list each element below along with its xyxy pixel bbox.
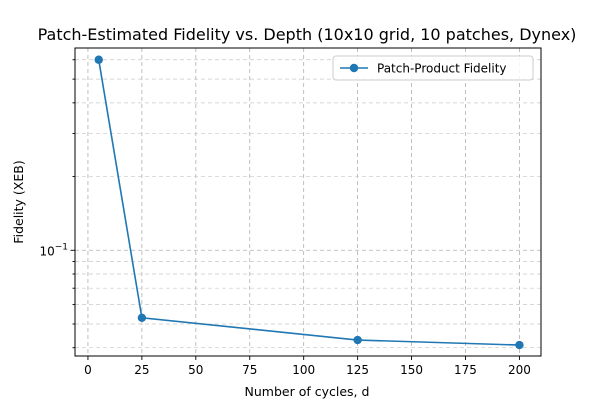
x-tick-label: 25 (134, 363, 149, 377)
x-tick-label: 75 (242, 363, 257, 377)
series-layer (94, 55, 524, 350)
grid-layer (75, 48, 541, 356)
x-tick-label: 100 (292, 363, 315, 377)
legend-box (332, 55, 534, 81)
legend-label: Patch-Product Fidelity (377, 62, 507, 76)
data-point (94, 55, 103, 64)
data-point (137, 313, 147, 322)
plot-area-frame (74, 47, 542, 357)
x-tick-label: 125 (346, 363, 369, 377)
chart-title: Patch-Estimated Fidelity vs. Depth (10x1… (38, 25, 577, 44)
data-point (353, 335, 362, 345)
legend: Patch-Product Fidelity (332, 55, 534, 81)
y-axis-label: Fidelity (XEB) (11, 160, 26, 243)
x-tick-label: 0 (84, 363, 92, 377)
y-tick-label: 10−1 (39, 242, 68, 258)
y-tick-label-exponent: −1 (55, 242, 68, 252)
x-tick-label: 175 (454, 363, 477, 377)
x-tick-label: 50 (188, 363, 203, 377)
x-tick-label: 200 (508, 363, 531, 377)
data-point (515, 340, 524, 350)
series-line (97, 59, 520, 346)
x-axis-label: Number of cycles, d (245, 384, 370, 399)
y-tick-label-base: 10 (39, 244, 54, 258)
legend-marker (349, 63, 359, 73)
tick-layer: 0 25 50 75 100 125 150 175 200 10−1 (39, 59, 531, 377)
x-tick-label: 150 (400, 363, 423, 377)
